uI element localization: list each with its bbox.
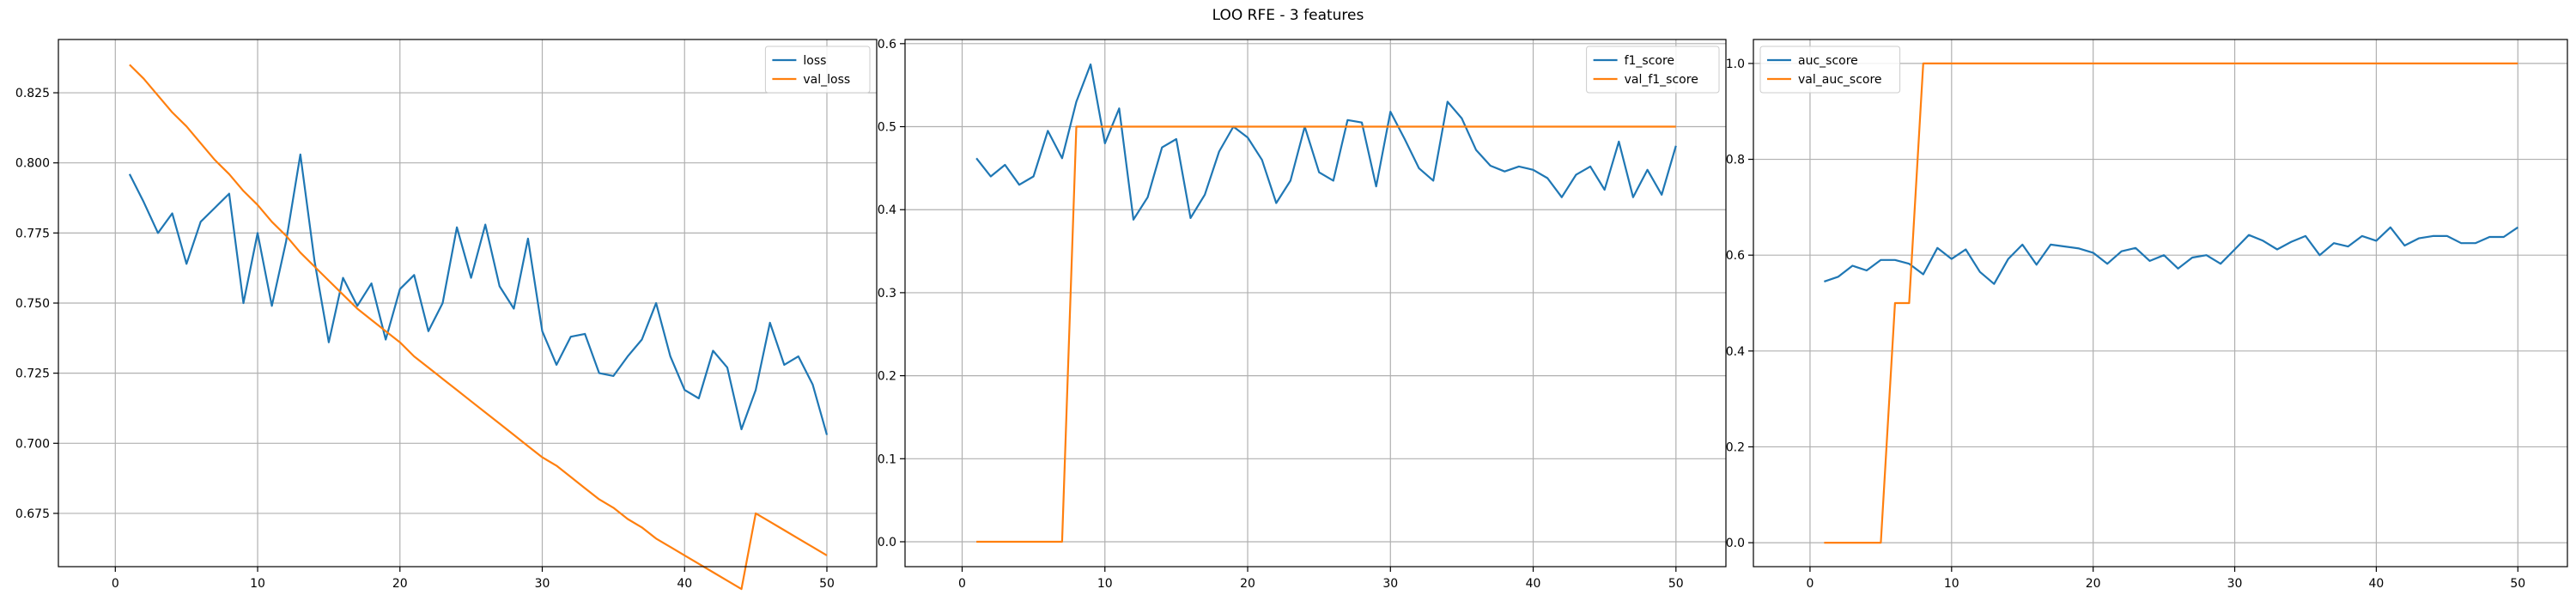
axes-frame <box>1753 39 2568 568</box>
x-tick-label: 40 <box>1526 577 1541 591</box>
x-tick-label: 10 <box>1944 577 1959 591</box>
x-tick-label: 20 <box>392 577 408 591</box>
axes-frame <box>904 39 1727 568</box>
y-tick-label: 0.2 <box>878 370 896 384</box>
legend-label-val-f1-score: val_f1_score <box>1625 73 1698 87</box>
legend: f1_score val_f1_score <box>1586 46 1720 94</box>
y-tick-label: 0.825 <box>15 87 50 100</box>
series-line-val-loss <box>129 64 828 591</box>
y-tick-label: 0.2 <box>1726 440 1745 454</box>
y-tick-label: 0.3 <box>878 287 896 300</box>
legend-label-val-auc-score: val_auc_score <box>1798 73 1882 87</box>
x-tick-label: 40 <box>677 577 692 591</box>
legend-label-loss: loss <box>803 54 826 68</box>
y-tick-label: 0.0 <box>878 536 896 549</box>
x-tick-label: 50 <box>1668 577 1684 591</box>
y-tick-label: 0.8 <box>1726 154 1745 167</box>
y-tick-label: 0.1 <box>878 452 896 466</box>
y-tick-label: 0.800 <box>15 157 50 171</box>
legend-box <box>764 46 871 94</box>
legend: auc_score val_auc_score <box>1759 46 1901 94</box>
y-tick-label: 0.6 <box>878 38 896 52</box>
series-line-auc-score <box>1824 226 2518 285</box>
y-tick-label: 0.0 <box>1726 537 1745 550</box>
x-tick-label: 0 <box>112 577 119 591</box>
x-tick-label: 50 <box>2510 577 2525 591</box>
chart-panel-3: 0 10 20 30 40 50 0.0 0.2 0.4 0.6 0.8 1.0 auc_scoreva… <box>1726 39 2568 591</box>
x-tick-label: 10 <box>250 577 265 591</box>
series-line-val-auc-score <box>1824 62 2518 544</box>
y-tick-label: 0.775 <box>15 227 50 240</box>
legend-label-f1-score: f1_score <box>1625 54 1674 68</box>
legend-box <box>1586 46 1720 94</box>
x-tick-label: 0 <box>958 577 966 591</box>
legend-box <box>1759 46 1901 94</box>
x-tick-label: 10 <box>1097 577 1113 591</box>
legend-label-val-loss: val_loss <box>803 73 850 87</box>
x-tick-label: 30 <box>1382 577 1398 591</box>
y-tick-label: 1.0 <box>1726 58 1745 71</box>
y-tick-label: 0.4 <box>1726 345 1745 359</box>
y-tick-label: 0.700 <box>15 437 50 451</box>
series-line-loss <box>128 153 829 435</box>
series-line-f1-score <box>975 63 1677 221</box>
y-tick-label: 0.6 <box>1726 249 1745 263</box>
y-tick-label: 0.5 <box>878 121 896 135</box>
x-tick-label: 30 <box>2227 577 2243 591</box>
y-tick-label: 0.750 <box>15 297 50 311</box>
y-tick-label: 0.725 <box>15 367 50 381</box>
x-tick-label: 40 <box>2369 577 2385 591</box>
x-tick-label: 30 <box>535 577 550 591</box>
chart-panel-2: 0 10 20 30 40 50 0.0 0.1 0.2 0.3 0.4 0.5 0.6 f1_score… <box>878 38 1727 591</box>
axes-frame <box>58 39 878 568</box>
x-tick-label: 20 <box>1240 577 1255 591</box>
legend: loss val_loss <box>764 46 871 94</box>
figure-title: LOO RFE - 3 features <box>1212 7 1364 24</box>
x-tick-label: 20 <box>2086 577 2101 591</box>
legend-label-auc-score: auc_score <box>1798 54 1858 68</box>
series-line-val-f1-score <box>976 125 1676 543</box>
x-tick-label: 0 <box>1806 577 1814 591</box>
x-tick-label: 50 <box>819 577 835 591</box>
y-tick-label: 0.675 <box>15 507 50 521</box>
y-tick-label: 0.4 <box>878 203 896 217</box>
chart-panel-1: 0 10 20 30 40 50 0.675 0.700 0.725 0.750 0.775 0.80… <box>15 39 878 591</box>
